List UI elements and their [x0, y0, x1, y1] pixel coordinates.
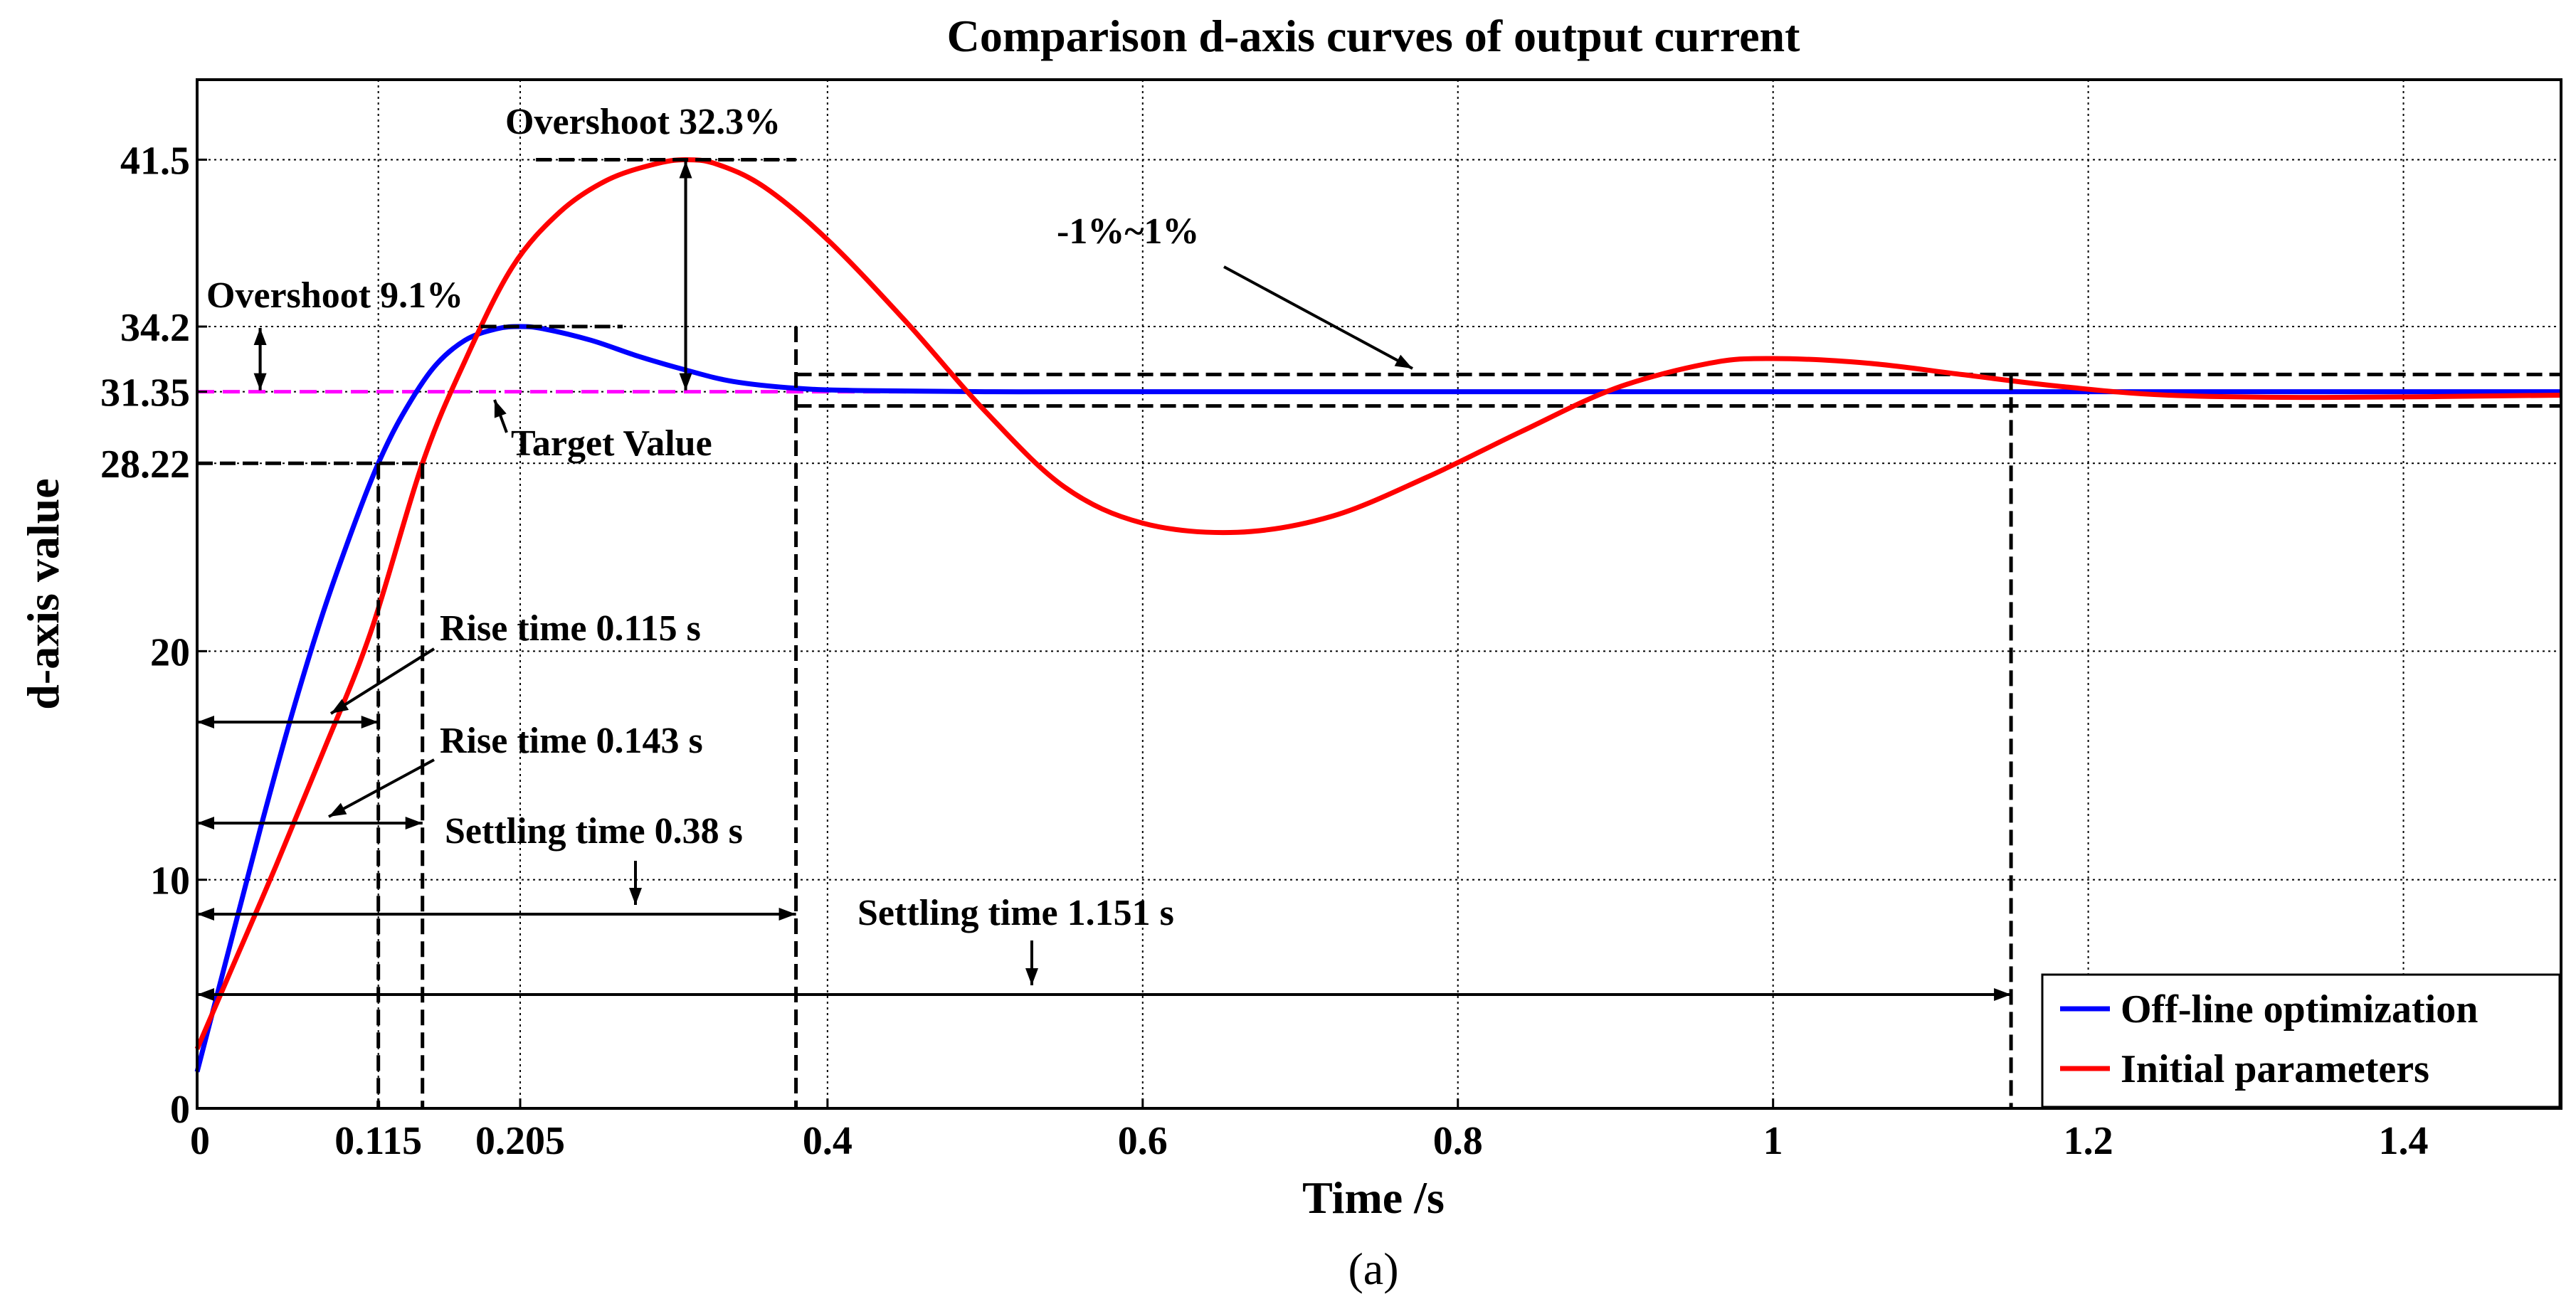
x-tick-label-0.205: 0.205 — [475, 1119, 565, 1163]
y-tick-label-0: 0 — [170, 1088, 190, 1132]
legend: Off-line optimization Initial parameters — [2041, 973, 2561, 1108]
figure-caption: (a) — [1348, 1244, 1398, 1294]
target-value-arrow-head — [494, 400, 507, 418]
band-arrow — [1223, 265, 1413, 370]
settle-red-label: Settling time 1.151 s — [857, 893, 1174, 933]
x-tick-label-0.4: 0.4 — [803, 1119, 852, 1163]
settle-blue-pointer-head — [629, 888, 642, 905]
overshoot-blue-arrow-b-head — [253, 328, 267, 346]
rise-blue-span-b-head — [197, 716, 214, 728]
rise-blue-pointer-head — [331, 699, 349, 714]
x-tick-label-1: 1 — [1763, 1119, 1783, 1163]
x-tick-label-0: 0 — [190, 1119, 210, 1163]
y-tick-label-41.5: 41.5 — [120, 139, 190, 183]
legend-box — [2041, 973, 2561, 1108]
overshoot-red-arrow-b-head — [679, 161, 692, 179]
target-value-label: Target Value — [511, 423, 712, 464]
x-tick-label-1.4: 1.4 — [2379, 1119, 2429, 1163]
rise-red-pointer-head — [329, 802, 347, 817]
legend-label-off-line-optimization: Off-line optimization — [2121, 987, 2478, 1032]
legend-label-initial-parameters: Initial parameters — [2121, 1047, 2429, 1091]
series — [194, 157, 2562, 1073]
x-tick-label-1.2: 1.2 — [2064, 1119, 2113, 1163]
y-tick-label-10: 10 — [150, 859, 190, 903]
settle-blue-label: Settling time 0.38 s — [445, 811, 743, 852]
x-tick-label-0.115: 0.115 — [334, 1119, 422, 1163]
series-line-0 — [194, 324, 2561, 1073]
y-tick-label-31.35: 31.35 — [100, 371, 190, 415]
settle-blue-span-b-head — [197, 908, 214, 921]
band-arrow-head — [1394, 354, 1413, 369]
x-tick-label-0.8: 0.8 — [1433, 1119, 1483, 1163]
y-tick-label-34.2: 34.2 — [120, 306, 190, 350]
grid — [197, 80, 2561, 1108]
settle-red-span-b-head — [197, 988, 214, 1001]
rise-red-pointer — [328, 758, 435, 818]
y-axis-label: d-axis value — [18, 478, 68, 709]
x-axis-label: Time /s — [1302, 1172, 1445, 1223]
series-line-1 — [194, 157, 2562, 1050]
x-ticks: 0 0.115 0.205 0.4 0.6 0.8 1 1.2 1.4 — [190, 1098, 2429, 1163]
overshoot-blue-label: Overshoot 9.1% — [206, 275, 463, 316]
rise-red-label: Rise time 0.143 s — [440, 721, 703, 761]
annotations: Overshoot 32.3% Overshoot 9.1% -1%~1% Targe… — [197, 102, 2013, 1108]
x-tick-label-0.6: 0.6 — [1118, 1119, 1168, 1163]
chart-title: Comparison d-axis curves of output curre… — [947, 11, 1801, 61]
rise-blue-label: Rise time 0.115 s — [440, 608, 701, 649]
rise-red-span-b-head — [197, 817, 214, 829]
band-label: -1%~1% — [1057, 211, 1199, 252]
y-ticks: 0 10 20 28.22 31.35 34.2 41.5 — [100, 139, 207, 1132]
y-tick-label-28.22: 28.22 — [100, 442, 190, 487]
overshoot-red-label: Overshoot 32.3% — [505, 102, 781, 142]
rise-blue-pointer — [329, 647, 436, 715]
plot-frame — [196, 78, 2562, 1110]
y-tick-label-20: 20 — [150, 630, 190, 674]
settle-red-pointer-head — [1025, 968, 1038, 985]
